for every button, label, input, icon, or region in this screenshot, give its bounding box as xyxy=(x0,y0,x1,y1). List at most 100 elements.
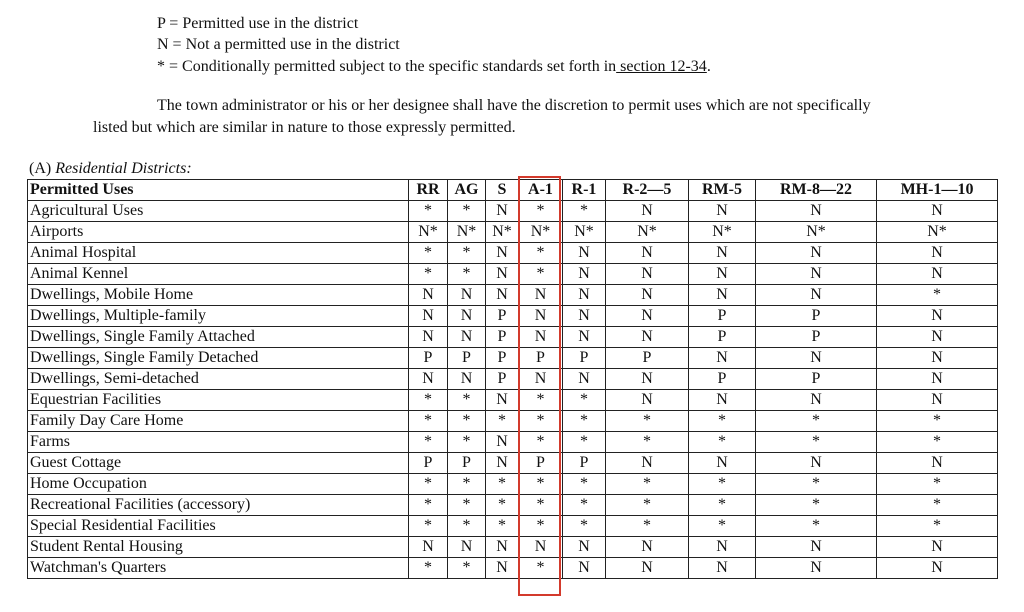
permission-cell: * xyxy=(755,494,877,516)
permission-cell: * xyxy=(688,494,756,516)
permission-cell: * xyxy=(876,473,998,495)
permission-cell: N xyxy=(485,284,519,306)
table-row: Agricultural Uses * * N * * N N N N xyxy=(27,200,998,222)
permission-cell: N xyxy=(605,536,689,558)
table-row: Guest Cottage P P N P P N N N N xyxy=(27,452,998,474)
permission-cell: N* xyxy=(518,221,563,243)
permission-cell: N* xyxy=(408,221,448,243)
use-name-cell: Animal Kennel xyxy=(27,263,409,285)
permission-cell: * xyxy=(562,200,606,222)
use-name-cell: Equestrian Facilities xyxy=(27,389,409,411)
permission-cell: N xyxy=(876,242,998,264)
permission-cell: N xyxy=(688,200,756,222)
use-name-cell: Home Occupation xyxy=(27,473,409,495)
permission-cell: N xyxy=(485,242,519,264)
permission-cell: N xyxy=(485,557,519,579)
permission-cell: N xyxy=(755,242,877,264)
use-name-cell: Dwellings, Single Family Attached xyxy=(27,326,409,348)
column-header: RM-5 xyxy=(688,179,756,201)
permission-cell: N xyxy=(755,452,877,474)
permission-cell: N xyxy=(562,305,606,327)
permission-cell: P xyxy=(688,305,756,327)
permission-cell: N* xyxy=(447,221,486,243)
use-name-cell: Dwellings, Single Family Detached xyxy=(27,347,409,369)
permission-cell: N xyxy=(485,263,519,285)
permission-cell: P xyxy=(447,347,486,369)
table-row: Special Residential Facilities * * * * * * * * * xyxy=(27,515,998,537)
section-heading: (A) Residential Districts: xyxy=(29,160,192,178)
permission-cell: P xyxy=(408,347,448,369)
permission-cell: N* xyxy=(562,221,606,243)
permission-cell: N xyxy=(688,284,756,306)
use-name-cell: Dwellings, Semi-detached xyxy=(27,368,409,390)
table-row: Student Rental Housing N N N N N N N N N xyxy=(27,536,998,558)
permission-cell: P xyxy=(485,368,519,390)
use-name-cell: Dwellings, Multiple-family xyxy=(27,305,409,327)
permission-cell: * xyxy=(408,557,448,579)
legend-permitted: P = Permitted use in the district xyxy=(157,15,359,32)
permission-cell: N xyxy=(755,389,877,411)
permission-cell: N xyxy=(447,305,486,327)
permission-cell: P xyxy=(688,326,756,348)
table-row: Airports N* N* N* N* N* N* N* N* N* xyxy=(27,221,998,243)
column-header: R-2—5 xyxy=(605,179,689,201)
use-name-cell: Recreational Facilities (accessory) xyxy=(27,494,409,516)
column-header: RM-8—22 xyxy=(755,179,877,201)
permission-cell: N xyxy=(485,431,519,453)
permission-cell: N xyxy=(408,536,448,558)
permission-cell: * xyxy=(447,263,486,285)
permission-cell: P xyxy=(408,452,448,474)
section-prefix: (A) xyxy=(29,160,56,177)
table-row: Farms * * N * * * * * * xyxy=(27,431,998,453)
permission-cell: P xyxy=(485,326,519,348)
permission-cell: P xyxy=(755,326,877,348)
permission-cell: N* xyxy=(755,221,877,243)
permission-cell: N xyxy=(688,263,756,285)
permission-cell: N xyxy=(876,557,998,579)
permission-cell: N xyxy=(688,452,756,474)
use-name-cell: Airports xyxy=(27,221,409,243)
permission-cell: N xyxy=(562,284,606,306)
permission-cell: N xyxy=(755,263,877,285)
column-header: Permitted Uses xyxy=(27,179,409,201)
permission-cell: * xyxy=(408,410,448,432)
permission-cell: N xyxy=(755,347,877,369)
table-header-row: Permitted Uses RR AG S A-1 R-1 R-2—5 RM-5 RM-8—2… xyxy=(27,179,998,201)
permission-cell: N xyxy=(605,284,689,306)
use-name-cell: Family Day Care Home xyxy=(27,410,409,432)
section-link[interactable]: section 12-34 xyxy=(616,58,707,75)
table-row: Dwellings, Multiple-family N N P N N N P P N xyxy=(27,305,998,327)
permission-cell: N xyxy=(876,326,998,348)
permission-cell: N xyxy=(688,347,756,369)
permission-cell: N xyxy=(755,536,877,558)
permission-cell: N xyxy=(408,326,448,348)
table-row: Animal Kennel * * N * N N N N N xyxy=(27,263,998,285)
table-row: Watchman's Quarters * * N * N N N N N xyxy=(27,557,998,579)
permission-cell: N xyxy=(755,284,877,306)
permission-cell: N xyxy=(876,305,998,327)
permission-cell: P xyxy=(447,452,486,474)
permission-cell: N* xyxy=(605,221,689,243)
permission-cell: N xyxy=(876,452,998,474)
table-row: Home Occupation * * * * * * * * * xyxy=(27,473,998,495)
permission-cell: * xyxy=(447,557,486,579)
permission-cell: * xyxy=(562,515,606,537)
use-name-cell: Watchman's Quarters xyxy=(27,557,409,579)
permission-cell: * xyxy=(485,494,519,516)
permission-cell: * xyxy=(408,473,448,495)
legend-conditional: * = Conditionally permitted subject to t… xyxy=(157,58,711,76)
permission-cell: N xyxy=(605,200,689,222)
use-name-cell: Dwellings, Mobile Home xyxy=(27,284,409,306)
paragraph-line-2: listed but which are similar in nature t… xyxy=(93,119,516,136)
permission-cell: N xyxy=(408,284,448,306)
permission-cell: N xyxy=(562,326,606,348)
permission-cell: N xyxy=(485,452,519,474)
permission-cell: N xyxy=(688,242,756,264)
permission-cell: N xyxy=(876,263,998,285)
permission-cell: N xyxy=(876,368,998,390)
permitted-uses-table: Permitted Uses RR AG S A-1 R-1 R-2—5 RM-5 RM-8—2… xyxy=(27,179,998,579)
permission-cell: * xyxy=(562,494,606,516)
use-name-cell: Student Rental Housing xyxy=(27,536,409,558)
permission-cell: * xyxy=(408,242,448,264)
permission-cell: N xyxy=(562,368,606,390)
